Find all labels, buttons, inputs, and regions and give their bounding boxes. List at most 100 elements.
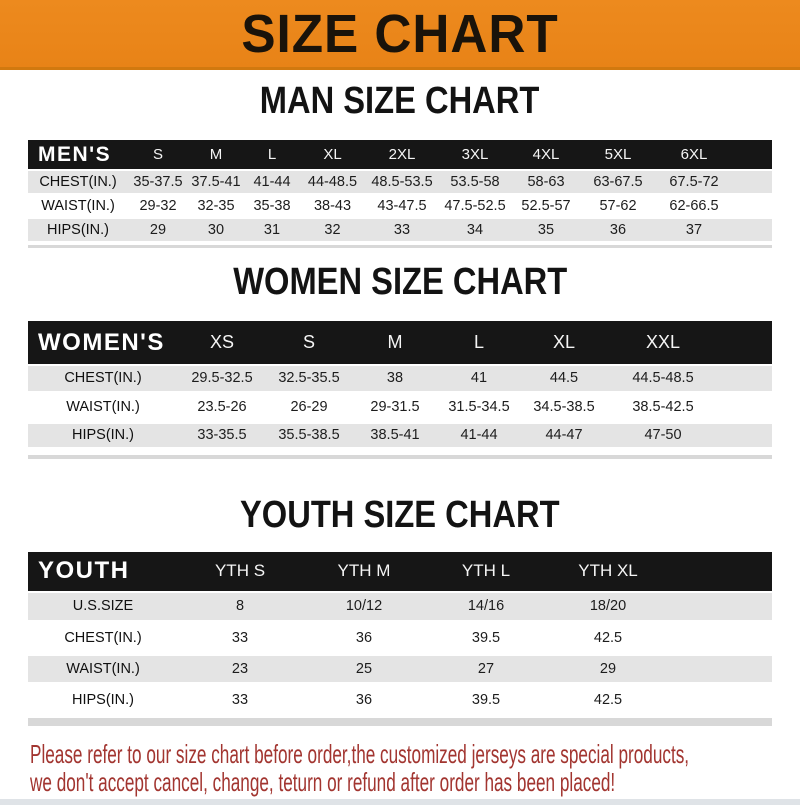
size-value-cell: 36 [302, 684, 426, 718]
table-corner-label: YOUTH [28, 551, 178, 593]
size-value-cell: 44-48.5 [300, 170, 365, 195]
size-value-cell: 36 [581, 218, 655, 243]
women-section-heading-text: WOMEN SIZE CHART [232, 261, 568, 303]
size-value-cell: 26-29 [266, 393, 352, 424]
size-value-cell: 31 [244, 218, 300, 243]
column-header: YTH M [302, 551, 426, 593]
row-label: HIPS(IN.) [28, 421, 178, 452]
column-header: XL [520, 321, 608, 366]
size-value-cell: 37.5-41 [188, 170, 244, 195]
size-value-cell: 29 [546, 653, 670, 687]
table-row: HIPS(IN.) 33 36 39.5 42.5 [28, 684, 772, 718]
size-value-cell: 44.5-48.5 [608, 365, 718, 396]
size-value-cell: 41-44 [438, 421, 520, 452]
filler-cell [733, 140, 772, 171]
column-header: 6XL [655, 140, 733, 171]
size-value-cell: 33 [178, 622, 302, 656]
size-value-cell: 47-50 [608, 421, 718, 452]
size-value-cell: 34 [439, 218, 511, 243]
size-value-cell: 33-35.5 [178, 421, 266, 452]
size-value-cell: 29-31.5 [352, 393, 438, 424]
table-bottom-strip [28, 454, 772, 459]
size-value-cell: 23.5-26 [178, 393, 266, 424]
size-value-cell: 37 [655, 218, 733, 243]
size-value-cell: 39.5 [426, 622, 546, 656]
youth-section-heading: YOUTH SIZE CHART [0, 496, 800, 534]
size-value-cell: 38 [352, 365, 438, 396]
row-label: HIPS(IN.) [28, 684, 178, 718]
size-value-cell: 25 [302, 653, 426, 687]
table-row: CHEST(IN.) 33 36 39.5 42.5 [28, 622, 772, 656]
column-header: S [266, 321, 352, 366]
footer-line-1: Please refer to our size chart before or… [30, 739, 690, 769]
size-value-cell: 32.5-35.5 [266, 365, 352, 396]
size-value-cell: 35.5-38.5 [266, 421, 352, 452]
column-header: L [438, 321, 520, 366]
table-row: CHEST(IN.) 35-37.5 37.5-41 41-44 44-48.5 48.5… [28, 170, 772, 195]
row-label: WAIST(IN.) [28, 653, 178, 687]
row-label: CHEST(IN.) [28, 365, 178, 396]
banner-title: SIZE CHART [241, 3, 559, 64]
row-label: WAIST(IN.) [28, 194, 128, 219]
table-bottom-strip [28, 718, 772, 726]
filler-cell [733, 170, 772, 195]
table-row: HIPS(IN.) 33-35.5 35.5-38.5 38.5-41 41-44 44-… [28, 421, 772, 452]
size-value-cell: 8 [178, 591, 302, 625]
filler-cell [733, 218, 772, 243]
size-value-cell: 38.5-42.5 [608, 393, 718, 424]
size-chart-banner: SIZE CHART [0, 0, 800, 70]
column-header: YTH S [178, 551, 302, 593]
size-value-cell: 30 [188, 218, 244, 243]
table-corner-label: MEN'S [28, 140, 128, 171]
size-value-cell: 29.5-32.5 [178, 365, 266, 396]
row-label: U.S.SIZE [28, 591, 178, 625]
column-header: 4XL [511, 140, 581, 171]
size-value-cell: 42.5 [546, 684, 670, 718]
size-value-cell: 35-37.5 [128, 170, 188, 195]
table-header-row: YOUTH YTH S YTH M YTH L YTH XL [28, 551, 772, 593]
women-section-heading: WOMEN SIZE CHART [0, 263, 800, 301]
size-value-cell: 32-35 [188, 194, 244, 219]
size-value-cell: 31.5-34.5 [438, 393, 520, 424]
column-header: M [188, 140, 244, 171]
size-value-cell: 10/12 [302, 591, 426, 625]
size-value-cell: 63-67.5 [581, 170, 655, 195]
size-value-cell: 53.5-58 [439, 170, 511, 195]
filler-cell [670, 684, 772, 718]
men-size-table: MEN'S S M L XL 2XL 3XL 4XL 5XL 6XL CHEST(IN.) 35-37… [28, 140, 772, 243]
size-value-cell: 35-38 [244, 194, 300, 219]
table-header-row: WOMEN'S XS S M L XL XXL [28, 321, 772, 366]
men-section-heading-text: MAN SIZE CHART [260, 80, 540, 122]
size-value-cell: 39.5 [426, 684, 546, 718]
filler-cell [718, 321, 772, 366]
size-value-cell: 38-43 [300, 194, 365, 219]
column-header: 2XL [365, 140, 439, 171]
table-row: WAIST(IN.) 23.5-26 26-29 29-31.5 31.5-34.5 34… [28, 393, 772, 424]
column-header: S [128, 140, 188, 171]
women-size-table: WOMEN'S XS S M L XL XXL CHEST(IN.) 29.5-32.5 32.5… [28, 321, 772, 452]
size-value-cell: 38.5-41 [352, 421, 438, 452]
size-value-cell: 42.5 [546, 622, 670, 656]
footer-line-2: we don't accept cancel, change, teturn o… [30, 767, 616, 797]
column-header: L [244, 140, 300, 171]
row-label: CHEST(IN.) [28, 622, 178, 656]
column-header: XS [178, 321, 266, 366]
size-value-cell: 33 [178, 684, 302, 718]
size-value-cell: 43-47.5 [365, 194, 439, 219]
size-value-cell: 62-66.5 [655, 194, 733, 219]
table-row: HIPS(IN.) 29 30 31 32 33 34 35 36 37 [28, 218, 772, 243]
table-row: CHEST(IN.) 29.5-32.5 32.5-35.5 38 41 44.5 44.5… [28, 365, 772, 396]
men-section-heading: MAN SIZE CHART [0, 82, 800, 120]
size-value-cell: 27 [426, 653, 546, 687]
size-value-cell: 33 [365, 218, 439, 243]
size-value-cell: 58-63 [511, 170, 581, 195]
table-row: U.S.SIZE 8 10/12 14/16 18/20 [28, 591, 772, 625]
size-value-cell: 29 [128, 218, 188, 243]
youth-size-table: YOUTH YTH S YTH M YTH L YTH XL U.S.SIZE 8 10/12… [28, 551, 772, 718]
table-row: WAIST(IN.) 23 25 27 29 [28, 653, 772, 687]
section-women: WOMEN SIZE CHART WOMEN'S XS S M L XL XXL CHEST(… [0, 263, 800, 459]
size-value-cell: 67.5-72 [655, 170, 733, 195]
size-value-cell: 34.5-38.5 [520, 393, 608, 424]
size-value-cell: 52.5-57 [511, 194, 581, 219]
column-header: XL [300, 140, 365, 171]
